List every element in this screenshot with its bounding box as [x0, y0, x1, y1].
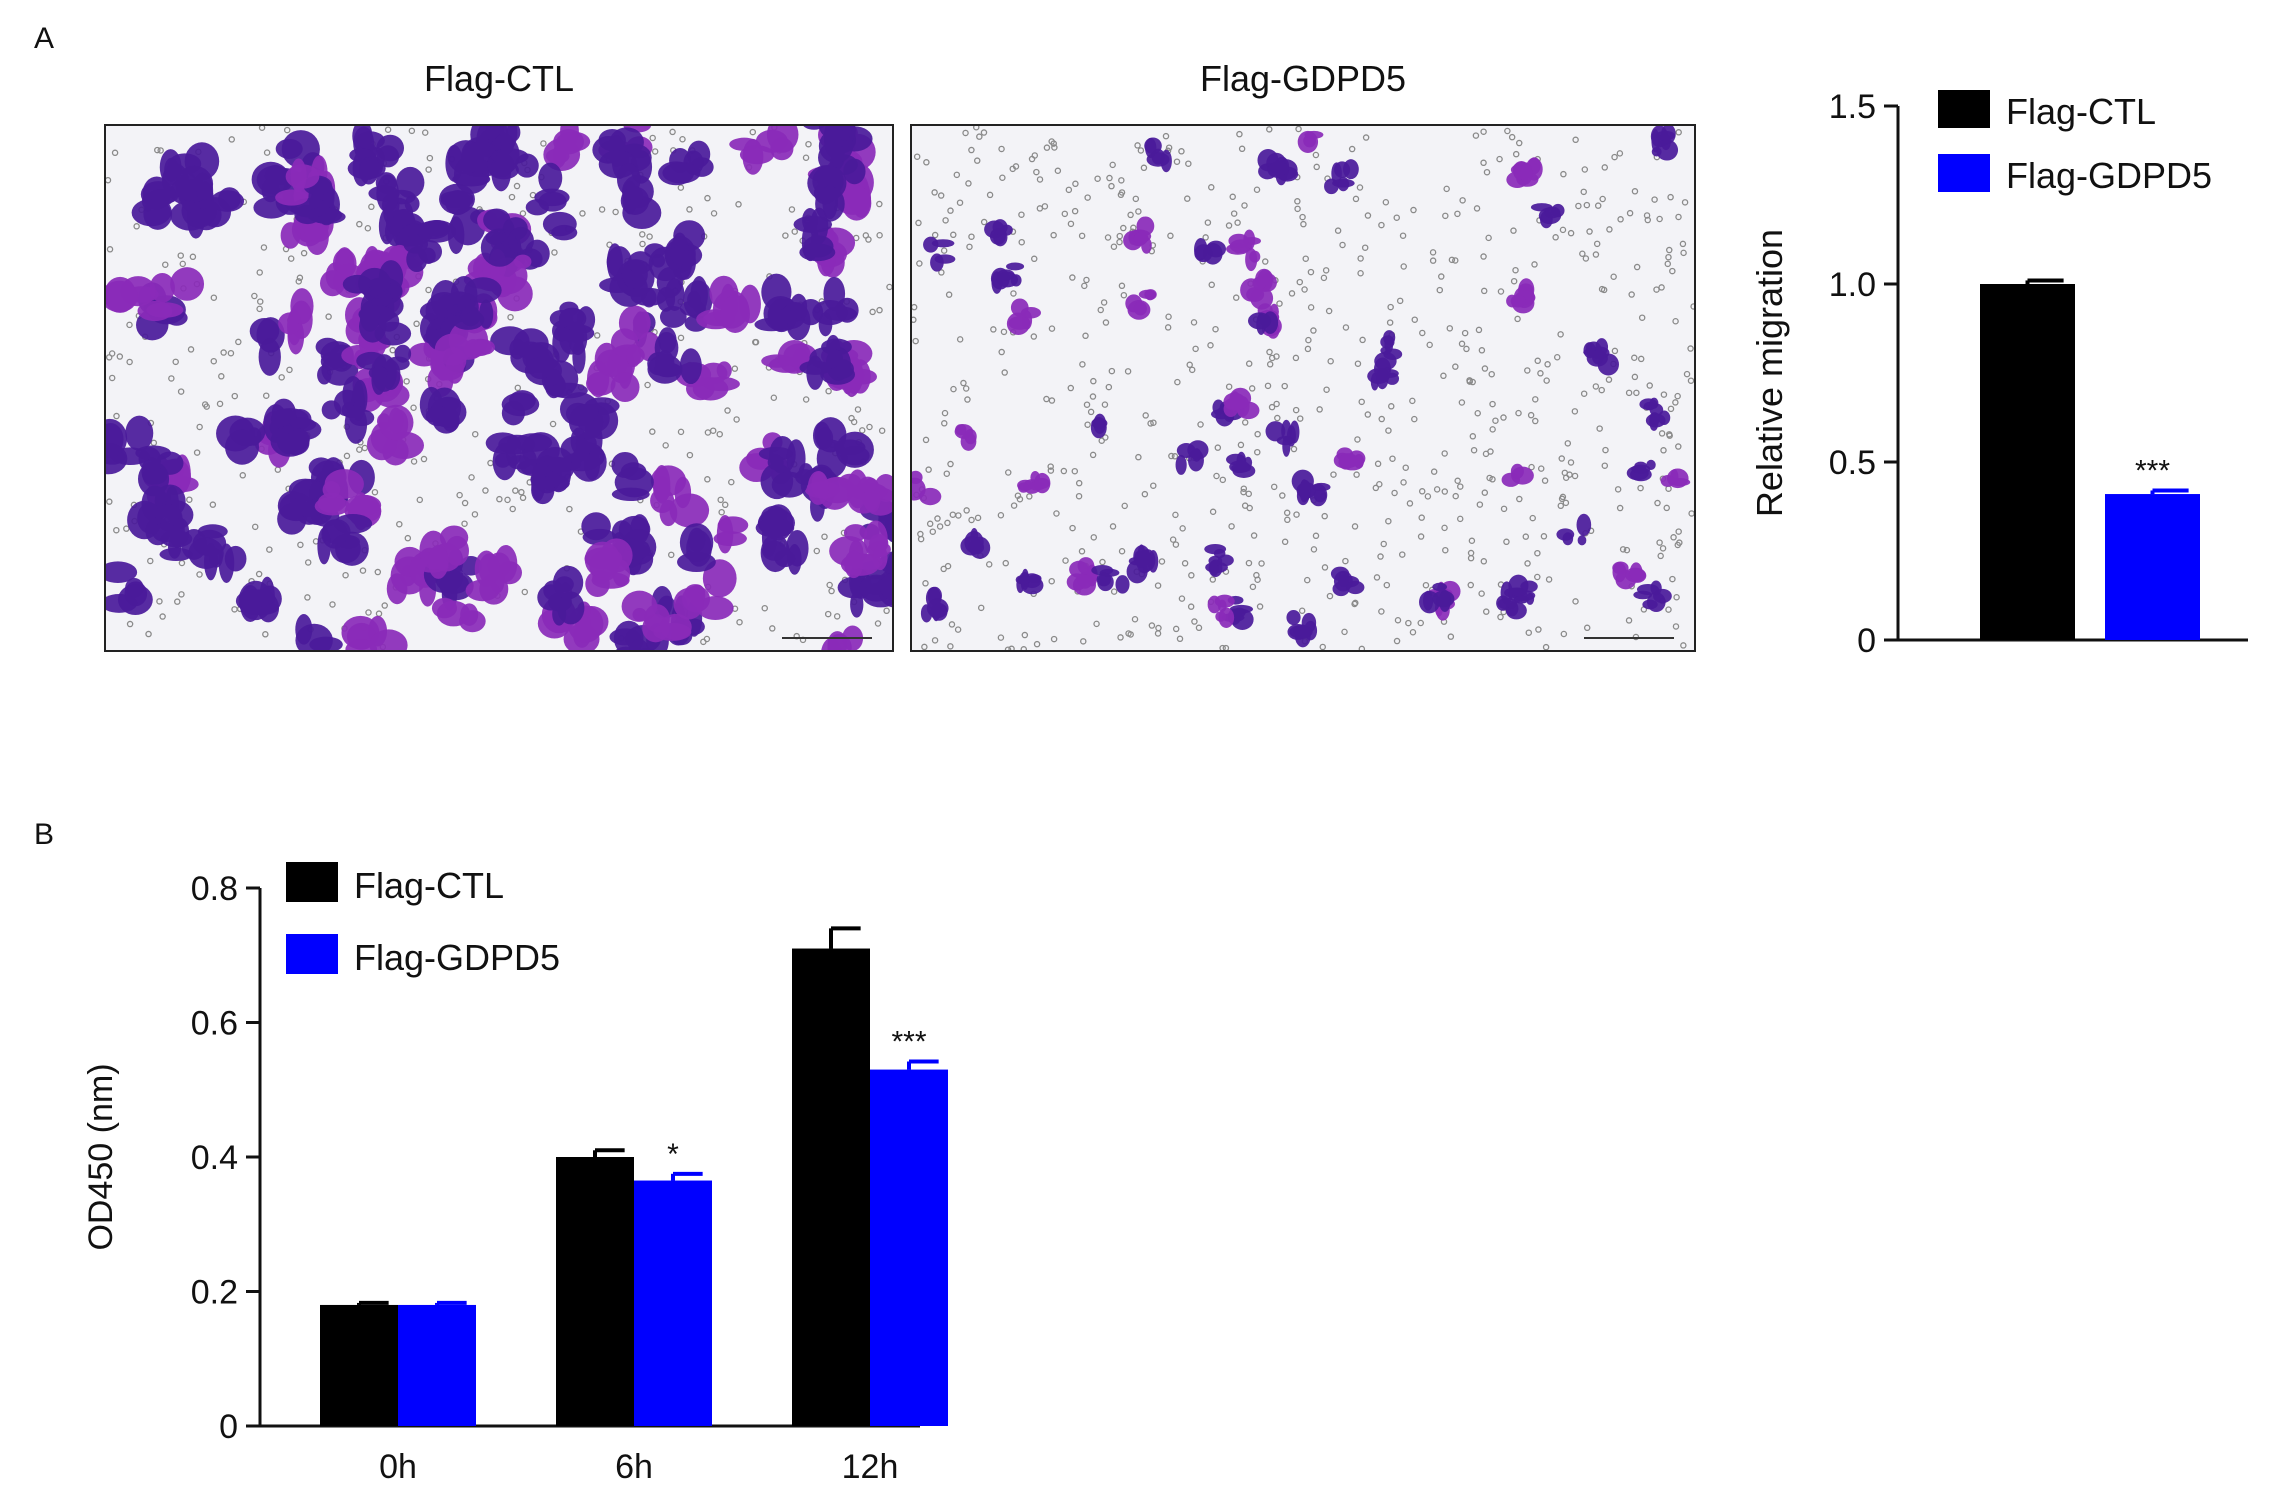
- bar-flag-ctl: [1980, 284, 2075, 640]
- bar-flag-ctl: [320, 1304, 398, 1426]
- legend-swatch-flag-ctl: [286, 862, 338, 902]
- chart-od450: 0 0.2 0.4 0.6 0.8 OD450 (nm) 0h * 6h *** 12h Flag-C…: [82, 862, 948, 1486]
- legend-label-flag-ctl: Flag-CTL: [354, 865, 504, 906]
- y-tick-label: 0: [1857, 622, 1876, 660]
- y-axis-label: Relative migration: [1749, 229, 1790, 517]
- bar-flag-gdpd5: [870, 1069, 948, 1426]
- stained-cells: [106, 126, 892, 650]
- legend-swatch-flag-ctl: [1938, 90, 1990, 128]
- x-tick-label: 0h: [379, 1448, 417, 1486]
- y-tick-label: 0.4: [191, 1139, 238, 1177]
- bar-flag-ctl: [792, 948, 870, 1426]
- bar-flag-gdpd5: [634, 1180, 712, 1426]
- significance-label: *: [667, 1138, 679, 1171]
- x-tick-label: 6h: [615, 1448, 653, 1486]
- panel-b-label: B: [34, 818, 55, 851]
- y-tick-label: 0: [219, 1408, 238, 1446]
- legend-label-flag-ctl: Flag-CTL: [2006, 91, 2156, 132]
- micrograph-title-gdpd5: Flag-GDPD5: [1199, 58, 1407, 99]
- y-axis-label: OD450 (nm): [82, 1063, 120, 1250]
- y-tick-label: 0.8: [191, 870, 238, 908]
- micrograph-title-ctl: Flag-CTL: [423, 58, 575, 99]
- x-tick-label: 12h: [842, 1448, 899, 1486]
- chart-relative-migration: 0 0.5 1.0 1.5 Relative migration *** Flag-CTL F…: [1749, 88, 2248, 660]
- bar-flag-ctl: [556, 1157, 634, 1426]
- y-tick-label: 0.5: [1829, 444, 1876, 482]
- y-tick-label: 0.2: [191, 1274, 238, 1312]
- bar-flag-gdpd5: [398, 1304, 476, 1426]
- legend-label-flag-gdpd5: Flag-GDPD5: [2006, 155, 2212, 196]
- y-tick-label: 1.0: [1829, 266, 1876, 304]
- legend-swatch-flag-gdpd5: [1938, 154, 1990, 192]
- membrane-pores: [912, 126, 1694, 650]
- legend-swatch-flag-gdpd5: [286, 934, 338, 974]
- micrograph-flag-ctl: [104, 124, 894, 652]
- legend-label-flag-gdpd5: Flag-GDPD5: [354, 937, 560, 978]
- stained-cells: [912, 126, 1691, 648]
- significance-label: ***: [891, 1026, 926, 1059]
- bar-flag-gdpd5: [2105, 494, 2200, 640]
- y-tick-label: 0.6: [191, 1005, 238, 1043]
- micrograph-flag-gdpd5: [910, 124, 1696, 652]
- significance-label: ***: [2135, 454, 2170, 487]
- y-tick-label: 1.5: [1829, 88, 1876, 126]
- panel-a-label: A: [34, 22, 55, 55]
